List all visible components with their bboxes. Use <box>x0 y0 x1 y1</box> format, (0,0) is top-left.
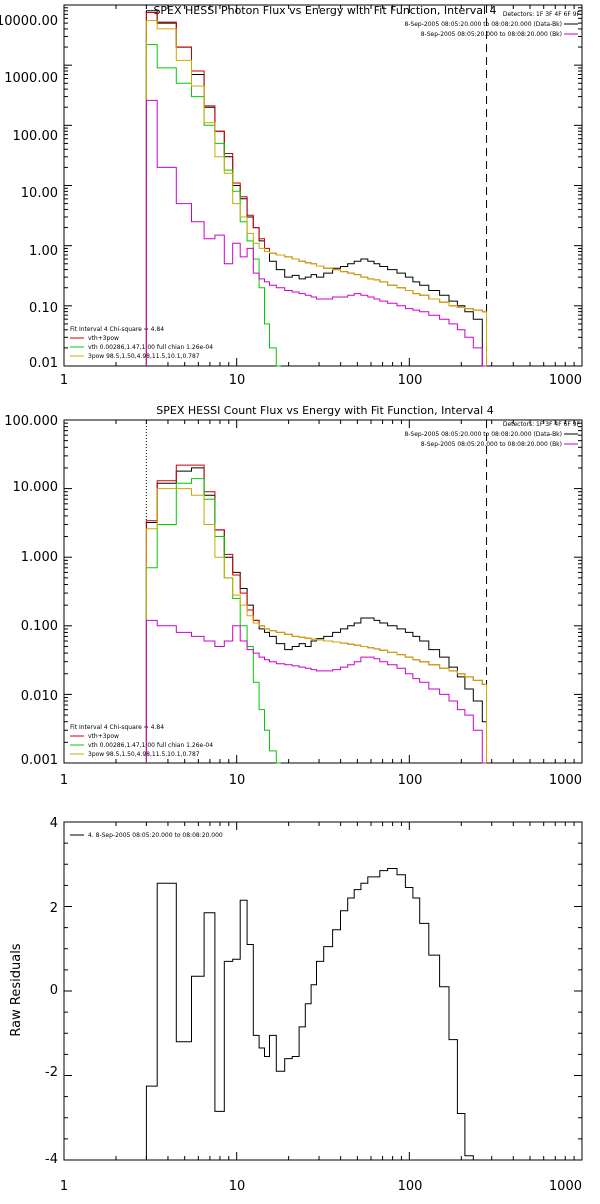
chart-1-series-3 <box>145 20 487 366</box>
chart-3-ytick-1: 2 <box>50 901 58 916</box>
chart-2-legend-bl-2: vth 0.00286,1.47,1.00 full chian 1.26e-0… <box>88 742 213 749</box>
chart-2-ytick-2: 1.000 <box>21 550 58 565</box>
chart-1-xtick-3: 1000 <box>549 373 582 388</box>
chart-1-title: SPEX HESSI Photon Flux vs Energy with Fi… <box>153 4 496 17</box>
chart-1-ytick-0: 10000.00 <box>0 14 58 29</box>
chart-1-legend-bl-1: vth+3pow <box>88 335 119 342</box>
chart-2-ytick-1: 10.000 <box>13 480 59 495</box>
chart-3-ytick-3: -2 <box>45 1065 58 1080</box>
chart-1-legend-bl-2: vth 0.00286,1.47,1.00 full chian 1.26e-0… <box>88 344 213 351</box>
chart-3-series-0 <box>145 868 487 1161</box>
chart-3-xtick-0: 1 <box>60 1179 68 1194</box>
chart-2-series-4 <box>145 619 487 764</box>
chart-3-ytick-4: -4 <box>45 1152 58 1167</box>
chart-2-xtick-0: 1 <box>60 773 68 788</box>
chart-2-plot-area <box>63 419 583 764</box>
chart-2-ytick-0: 100.000 <box>4 414 58 429</box>
chart-2-legend-tr-2: 8-Sep-2005 08:05:20.000 to 08:08:20.000 … <box>421 441 562 448</box>
chart-1-legend-bl-0: Fit Interval 4 Chi-square = 4.84 <box>70 326 164 333</box>
chart-1-ytick-5: 0.10 <box>29 301 58 316</box>
chart-2-title: SPEX HESSI Count Flux vs Energy with Fit… <box>156 404 493 417</box>
chart-panel-2: SPEX HESSI Count Flux vs Energy with Fit… <box>4 404 582 788</box>
chart-2-xtick-3: 1000 <box>549 773 582 788</box>
chart-1-ytick-2: 100.00 <box>13 129 59 144</box>
chart-2-ytick-3: 0.100 <box>21 619 58 634</box>
chart-1-ytick-4: 1.00 <box>29 244 58 259</box>
chart-3-ylabel: Raw Residuals <box>9 943 24 1036</box>
chart-1-xtick-0: 1 <box>60 373 68 388</box>
chart-2-xtick-1: 10 <box>229 773 246 788</box>
chart-panel-3: Raw Residuals 4. 8-Sep-2005 08:05:20.000… <box>9 816 582 1194</box>
chart-panel-1: SPEX HESSI Photon Flux vs Energy with Fi… <box>0 4 582 388</box>
chart-2-ytick-5: 0.001 <box>21 753 58 768</box>
chart-1-plot-area <box>63 4 583 367</box>
chart-2-xtick-2: 100 <box>398 773 423 788</box>
chart-1-xtick-1: 10 <box>229 373 246 388</box>
chart-3-plot-area <box>63 821 583 1161</box>
chart-3-legend-tl-0: 4. 8-Sep-2005 08:05:20.000 to 08:08:20.0… <box>88 832 223 839</box>
chart-2-legend-bl-1: vth+3pow <box>88 733 119 740</box>
chart-2-ytick-4: 0.010 <box>21 689 58 704</box>
chart-2-series-2 <box>145 478 281 764</box>
chart-2-legend-tr-0: Detectors: 1F 3F 4F 6F 9F <box>503 421 581 428</box>
chart-1-ytick-6: 0.01 <box>29 356 58 371</box>
chart-1-xtick-2: 100 <box>398 373 423 388</box>
chart-1-legend-tr-1: 8-Sep-2005 08:05:20.000 to 08:08:20.000 … <box>404 21 562 28</box>
chart-1-ytick-3: 10.00 <box>21 186 58 201</box>
chart-1-legend-bl-3: 3pow 98.5,1.50,4.98,11.5,10.1,0.787 <box>88 353 200 360</box>
chart-2-axes-frame <box>63 419 583 764</box>
chart-3-xtick-3: 1000 <box>549 1179 582 1194</box>
chart-1-legend-tr-0: Detectors: 1F 3F 4F 6F 9F <box>503 11 581 18</box>
chart-2-legend-bl-0: Fit Interval 4 Chi-square = 4.84 <box>70 724 164 731</box>
chart-2-legend-tr-1: 8-Sep-2005 08:05:20.000 to 08:08:20.000 … <box>404 431 562 438</box>
chart-2-series-3 <box>145 488 487 763</box>
chart-3-xtick-2: 100 <box>398 1179 423 1194</box>
chart-3-ytick-0: 4 <box>50 816 58 831</box>
chart-3-xtick-1: 10 <box>229 1179 246 1194</box>
chart-2-legend-bl-3: 3pow 98.5,1.50,4.98,11.5,10.1,0.787 <box>88 751 200 758</box>
chart-1-ytick-1: 1000.00 <box>4 71 58 86</box>
chart-3-ytick-2: 0 <box>50 983 58 998</box>
chart-1-series-4 <box>145 99 487 367</box>
chart-1-legend-tr-2: 8-Sep-2005 08:05:20.000 to 08:08:20.000 … <box>421 31 562 38</box>
